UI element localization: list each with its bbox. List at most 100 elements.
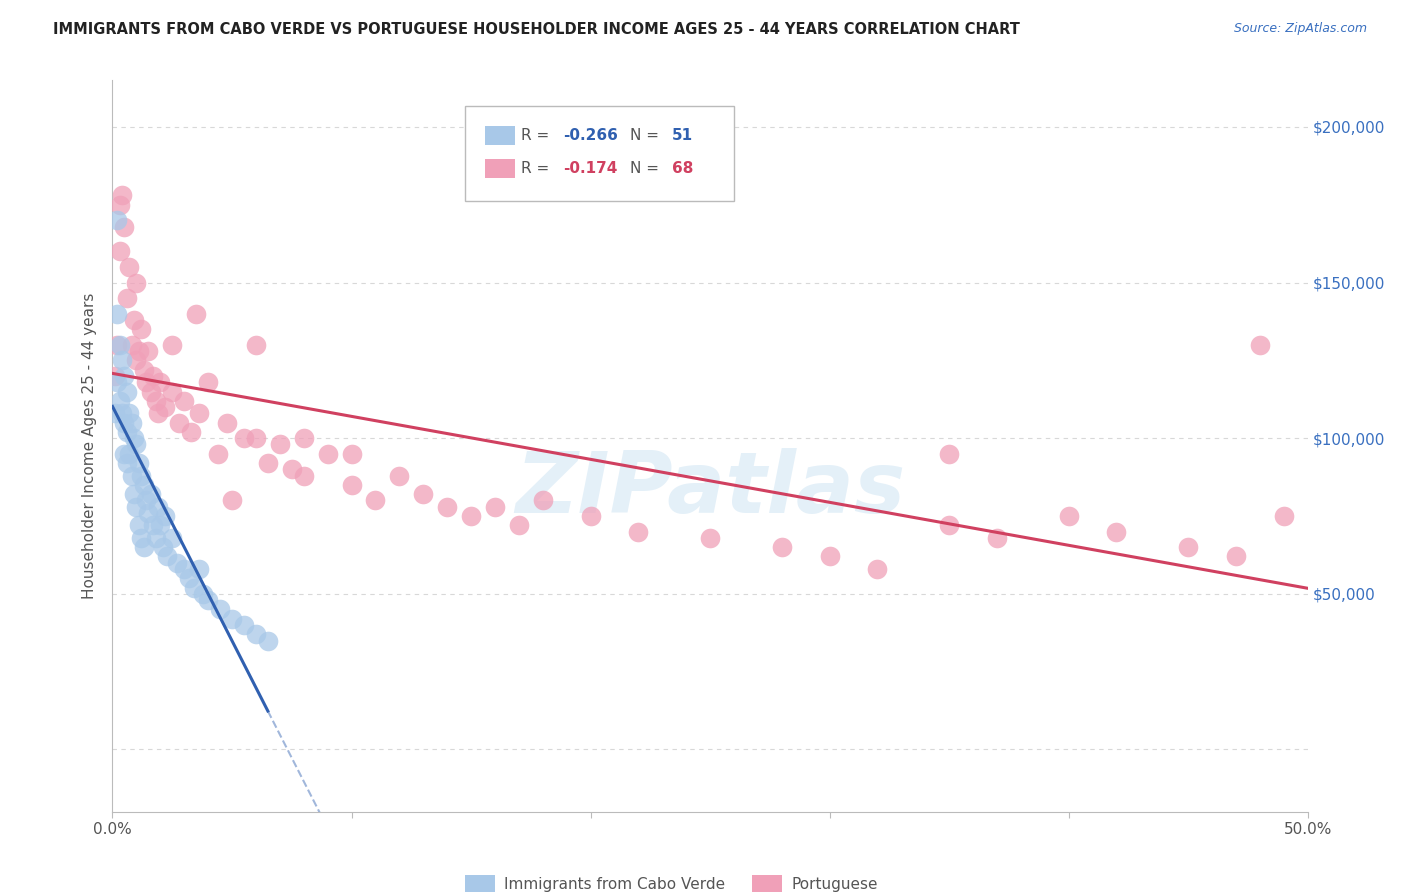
Point [484,500,506,514]
Point [132,363,155,377]
Point [436,500,458,514]
Text: N =: N = [630,161,664,176]
Point [105,375,128,389]
Point [162,384,183,399]
Point [169,416,191,430]
Point [316,447,339,461]
Point [193,587,215,601]
FancyBboxPatch shape [485,127,515,145]
Point [122,431,145,445]
Text: Immigrants from Cabo Verde: Immigrants from Cabo Verde [505,878,725,892]
FancyBboxPatch shape [465,106,734,201]
Point [142,368,165,383]
Point [121,468,143,483]
Point [292,468,315,483]
Point [111,188,134,202]
Point [114,219,135,234]
Point [105,307,128,321]
Point [149,518,172,533]
Point [111,353,134,368]
Point [115,291,138,305]
Point [108,338,131,352]
Point [292,431,315,445]
Point [145,531,167,545]
Point [187,406,209,420]
Point [114,447,135,461]
Point [118,260,141,274]
Text: R =: R = [522,161,554,176]
Point [245,627,267,641]
Point [579,509,602,524]
Point [1057,509,1080,524]
Point [221,493,243,508]
Point [162,338,183,352]
Point [1225,549,1247,564]
Point [153,509,176,524]
Point [104,368,127,383]
Point [138,344,160,359]
Text: 51: 51 [672,128,693,143]
Point [118,406,141,420]
Point [132,478,155,492]
Point [269,437,291,451]
Point [207,447,229,461]
Point [770,540,793,554]
Point [139,384,162,399]
Text: -0.266: -0.266 [562,128,617,143]
Point [142,518,165,533]
Point [233,618,256,632]
FancyBboxPatch shape [485,160,515,178]
Point [938,447,960,461]
Text: R =: R = [522,128,554,143]
Point [105,338,128,352]
Point [128,518,150,533]
Point [986,531,1008,545]
Point [108,244,131,259]
Point [125,500,148,514]
Point [108,393,131,408]
Text: -0.174: -0.174 [562,161,617,176]
Text: ZIPatlas: ZIPatlas [515,449,905,532]
Point [388,468,411,483]
Point [1272,509,1295,524]
Point [186,307,208,321]
Point [245,338,267,352]
Point [149,375,172,389]
Point [173,393,195,408]
Point [412,487,434,501]
Point [104,406,127,420]
Point [146,500,169,514]
Point [114,368,135,383]
Point [281,462,304,476]
Point [866,562,889,576]
Point [938,518,960,533]
Point [531,493,554,508]
Point [114,416,135,430]
Text: IMMIGRANTS FROM CABO VERDE VS PORTUGUESE HOUSEHOLDER INCOME AGES 25 - 44 YEARS C: IMMIGRANTS FROM CABO VERDE VS PORTUGUESE… [53,22,1021,37]
Point [121,416,143,430]
Point [340,447,363,461]
Point [128,456,150,470]
Point [340,478,363,492]
Point [111,406,134,420]
Point [129,531,152,545]
Point [180,425,202,439]
Point [177,571,200,585]
Point [125,353,148,368]
Point [132,540,155,554]
Point [217,416,239,430]
Point [145,393,167,408]
Point [115,384,138,399]
FancyBboxPatch shape [752,875,782,892]
Point [508,518,530,533]
Point [115,456,138,470]
Point [153,400,176,414]
Point [135,375,157,389]
Y-axis label: Householder Income Ages 25 - 44 years: Householder Income Ages 25 - 44 years [82,293,97,599]
Point [257,633,280,648]
Point [233,431,256,445]
Point [105,213,128,227]
Point [257,456,280,470]
Point [197,375,219,389]
Text: Portuguese: Portuguese [792,878,877,892]
